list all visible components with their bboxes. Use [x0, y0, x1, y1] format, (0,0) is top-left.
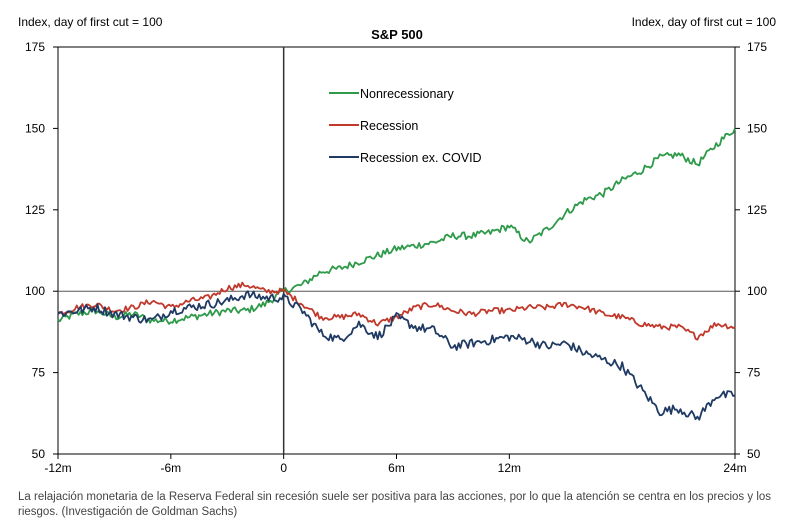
y-tick-right-label: 75: [747, 366, 761, 380]
x-tick-label: 24m: [723, 461, 746, 475]
y-axis-right: 50 75 100 125 150 175: [735, 40, 767, 461]
x-tick-label: 0: [280, 461, 287, 475]
series-line-3: [57, 290, 736, 421]
y-tick-left-label: 50: [32, 447, 46, 461]
legend-label: Nonrecessionary: [360, 87, 455, 101]
chart: S&P 500 Index, day of first cut = 100 In…: [18, 15, 777, 475]
chart-title: S&P 500: [371, 27, 423, 42]
x-axis: -12m -6m 0 6m 12m 24m: [44, 454, 747, 475]
y-axis-label-right: Index, day of first cut = 100: [632, 15, 777, 29]
x-tick-label: -12m: [44, 461, 71, 475]
y-tick-right-label: 100: [747, 284, 767, 298]
series-line-2: [57, 281, 736, 341]
x-tick-label: 6m: [388, 461, 405, 475]
legend: Nonrecessionary Recession Recession ex. CO…: [329, 87, 482, 165]
y-tick-right-label: 175: [747, 40, 767, 54]
y-tick-right-label: 50: [747, 447, 761, 461]
y-tick-right-label: 125: [747, 203, 767, 217]
x-tick-label: -6m: [160, 461, 181, 475]
y-tick-left-label: 150: [25, 121, 45, 135]
y-axis-left: 50 75 100 125 150 175: [25, 40, 58, 461]
y-tick-right-label: 150: [747, 121, 767, 135]
legend-label: Recession: [360, 119, 418, 133]
y-tick-left-label: 125: [25, 203, 45, 217]
y-axis-label-left: Index, day of first cut = 100: [18, 15, 163, 29]
y-tick-left-label: 175: [25, 40, 45, 54]
series-line-1: [57, 128, 736, 325]
figure-caption: La relajación monetaria de la Reserva Fe…: [18, 491, 772, 518]
y-tick-left-label: 100: [25, 284, 45, 298]
legend-label: Recession ex. COVID: [360, 151, 482, 165]
y-tick-left-label: 75: [32, 366, 46, 380]
x-tick-label: 12m: [498, 461, 521, 475]
series-lines: [57, 128, 736, 421]
